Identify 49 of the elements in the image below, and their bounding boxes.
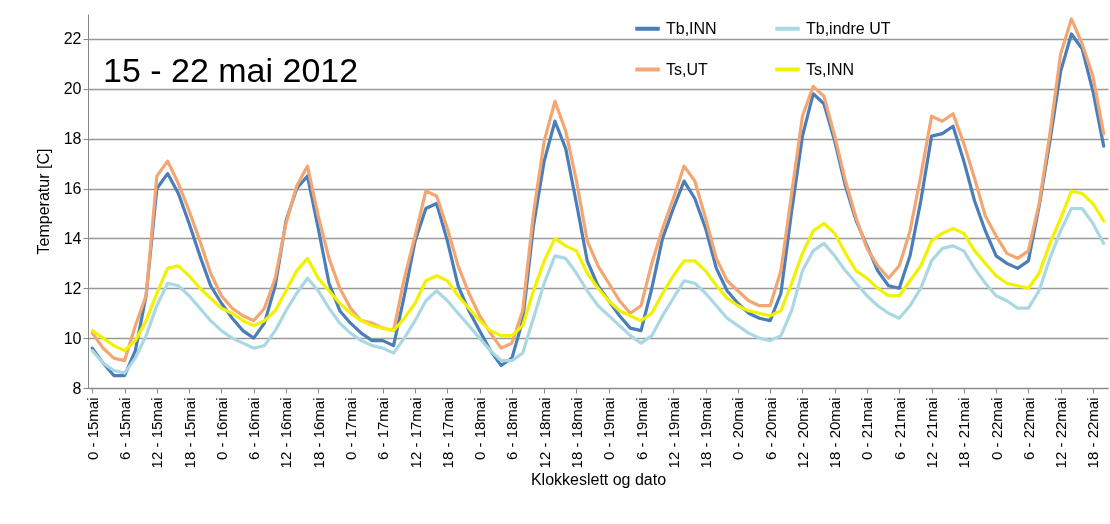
x-tick-label: 18 - 21mai	[955, 397, 973, 469]
legend-label: Tb,indre UT	[806, 19, 891, 37]
x-tick-label: 18 - 16mai	[309, 397, 327, 469]
x-tick-label: 0 - 20mai	[729, 397, 747, 461]
x-axis-title: Klokkeslett og dato	[530, 471, 667, 489]
x-tick-label: 12 - 18mai	[535, 397, 553, 469]
y-tick-label: 22	[63, 30, 82, 48]
x-tick-label: 0 - 18mai	[471, 397, 489, 461]
y-tick-label: 16	[63, 180, 82, 198]
x-tick-label: 18 - 18mai	[567, 397, 585, 469]
x-tick-label: 12 - 16mai	[277, 397, 295, 469]
x-tick-label: 18 - 19mai	[697, 397, 715, 469]
legend-label: Ts,UT	[666, 60, 708, 78]
x-tick-label: 6 - 22mai	[1019, 397, 1037, 461]
y-axis-title: Temperatur [C]	[34, 148, 52, 255]
x-tick-label: 12 - 21mai	[923, 397, 941, 469]
x-tick-label: 18 - 15mai	[180, 397, 198, 469]
line-series	[90, 189, 1106, 353]
x-tick-label: 6 - 20mai	[761, 397, 779, 461]
x-tick-label: 18 - 22mai	[1084, 397, 1102, 469]
y-tick-label: 14	[63, 229, 82, 247]
y-tick-label: 8	[72, 379, 82, 397]
x-tick-label: 6 - 16mai	[245, 397, 263, 461]
x-tick-label: 12 - 20mai	[793, 397, 811, 469]
y-tick-label: 20	[63, 80, 82, 98]
x-tick-label: 0 - 21mai	[858, 397, 876, 461]
x-tick-label: 0 - 19mai	[600, 397, 618, 461]
x-tick-label: 18 - 17mai	[438, 397, 456, 469]
y-tick-label: 10	[63, 329, 82, 347]
line-series	[90, 206, 1106, 375]
x-tick-label: 12 - 22mai	[1052, 397, 1070, 469]
x-tick-label: 0 - 15mai	[83, 397, 101, 461]
x-tick-label: 0 - 22mai	[987, 397, 1005, 461]
x-tick-label: 6 - 15mai	[116, 397, 134, 461]
x-tick-label: 0 - 17mai	[342, 397, 360, 461]
legend-label: Ts,INN	[806, 60, 854, 78]
x-tick-label: 6 - 21mai	[890, 397, 908, 461]
x-tick-label: 6 - 19mai	[632, 397, 650, 461]
legend-label: Tb,INN	[666, 19, 717, 37]
y-tick-label: 12	[63, 279, 82, 297]
x-tick-label: 12 - 19mai	[664, 397, 682, 469]
x-tick-label: 12 - 17mai	[406, 397, 424, 469]
x-tick-label: 0 - 16mai	[212, 397, 230, 461]
x-tick-label: 12 - 15mai	[148, 397, 166, 469]
text: 15 - 22 mai 2012	[103, 51, 359, 89]
x-tick-label: 6 - 17mai	[374, 397, 392, 461]
x-tick-label: 18 - 20mai	[826, 397, 844, 469]
y-tick-label: 18	[63, 130, 82, 148]
x-tick-label: 6 - 18mai	[503, 397, 521, 461]
